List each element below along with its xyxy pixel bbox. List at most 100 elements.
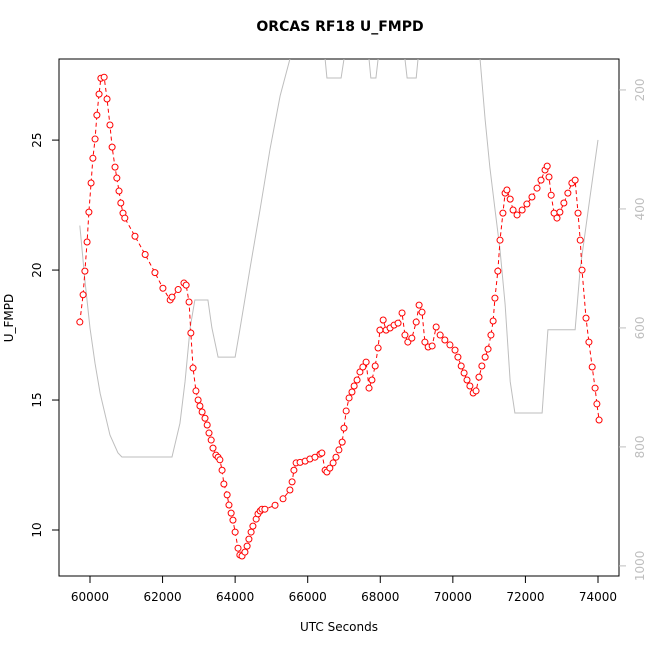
data-point: [412, 318, 420, 326]
data-point: [582, 314, 590, 322]
data-point: [398, 309, 406, 317]
data-point: [243, 542, 251, 550]
data-point: [271, 501, 279, 509]
chart-title: ORCAS RF18 U_FMPD: [256, 19, 423, 35]
data-point: [332, 453, 340, 461]
data-point: [151, 269, 159, 277]
x-tick-label: 72000: [506, 590, 544, 604]
data-point: [496, 236, 504, 244]
data-point: [335, 446, 343, 454]
data-point: [81, 267, 89, 275]
data-point: [578, 266, 586, 274]
data-point: [478, 362, 486, 370]
data-point: [111, 163, 119, 171]
data-point: [401, 331, 409, 339]
data-point: [159, 284, 167, 292]
data-point: [117, 199, 125, 207]
data-point: [189, 364, 197, 372]
data-point: [595, 416, 603, 424]
data-point: [131, 232, 139, 240]
data-point: [543, 162, 551, 170]
data-point: [533, 184, 541, 192]
data-point: [545, 173, 553, 181]
data-point: [428, 342, 436, 350]
data-point: [318, 449, 326, 457]
data-point: [454, 353, 462, 361]
data-point: [194, 396, 202, 404]
data-point: [379, 316, 387, 324]
data-point: [588, 363, 596, 371]
y2-tick-label: 800: [633, 435, 647, 458]
data-point: [207, 436, 215, 444]
data-point: [489, 317, 497, 325]
data-point: [348, 388, 356, 396]
data-point: [368, 376, 376, 384]
data-point: [457, 362, 465, 370]
data-point: [585, 338, 593, 346]
data-point: [466, 382, 474, 390]
data-point: [365, 384, 373, 392]
data-point: [499, 209, 507, 217]
data-point: [421, 338, 429, 346]
data-point: [451, 346, 459, 354]
data-point: [106, 121, 114, 129]
x-tick-label: 60000: [71, 590, 109, 604]
y-tick-label: 25: [30, 132, 44, 147]
data-point: [528, 193, 536, 201]
x-tick-label: 68000: [361, 590, 399, 604]
data-point: [338, 438, 346, 446]
data-point: [560, 199, 568, 207]
data-point: [374, 344, 382, 352]
data-point: [290, 466, 298, 474]
data-point: [371, 362, 379, 370]
x-tick-label: 62000: [143, 590, 181, 604]
data-point: [350, 382, 358, 390]
data-point: [205, 429, 213, 437]
data-point: [591, 384, 599, 392]
data-point: [359, 363, 367, 371]
data-point: [463, 376, 471, 384]
data-point: [362, 358, 370, 366]
data-point: [87, 179, 95, 187]
x-tick-label: 64000: [216, 590, 254, 604]
data-point: [415, 301, 423, 309]
data-point: [288, 478, 296, 486]
data-point: [225, 501, 233, 509]
data-point: [220, 480, 228, 488]
y2-tick-label: 200: [633, 78, 647, 101]
data-point: [192, 387, 200, 395]
x-tick-label: 74000: [579, 590, 617, 604]
data-point: [564, 189, 572, 197]
data-point: [571, 176, 579, 184]
data-point: [345, 394, 353, 402]
data-point: [249, 522, 257, 530]
data-point: [100, 73, 108, 81]
x-tick-label: 70000: [434, 590, 472, 604]
data-point: [218, 466, 226, 474]
data-point: [182, 281, 190, 289]
data-point: [446, 341, 454, 349]
data-point: [115, 187, 123, 195]
data-point: [113, 174, 121, 182]
data-point: [441, 336, 449, 344]
data-point: [487, 331, 495, 339]
data-point: [79, 291, 87, 299]
data-point: [491, 294, 499, 302]
data-point: [436, 331, 444, 339]
x-tick-label: 66000: [289, 590, 327, 604]
plot-area: [76, 59, 603, 560]
data-point: [95, 90, 103, 98]
series-line: [79, 76, 600, 557]
data-point: [93, 111, 101, 119]
data-point: [494, 267, 502, 275]
data-point: [198, 408, 206, 416]
data-point: [185, 298, 193, 306]
data-point: [394, 319, 402, 327]
y2-tick-label: 600: [633, 316, 647, 339]
data-point: [91, 135, 99, 143]
plot-frame: [58, 58, 620, 577]
y-tick-label: 15: [30, 392, 44, 407]
data-point: [503, 186, 511, 194]
data-point: [241, 548, 249, 556]
